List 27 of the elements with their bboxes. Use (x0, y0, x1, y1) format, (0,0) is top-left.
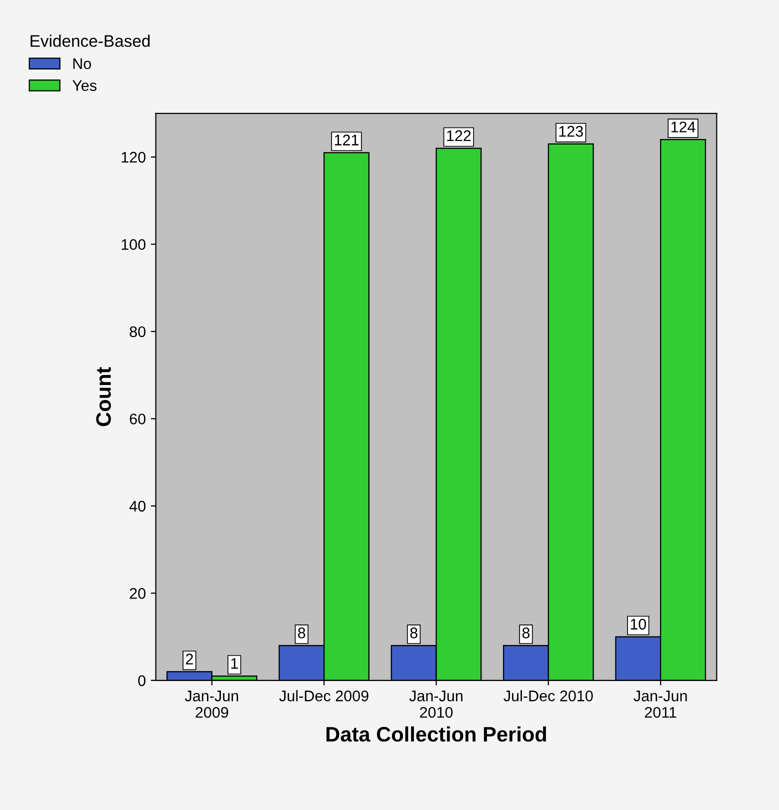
legend-label: Yes (72, 80, 96, 91)
x-tick-label: Jan-Jun 2010 (409, 690, 462, 718)
data-label: 2 (186, 654, 193, 664)
data-label: 10 (630, 618, 646, 630)
x-tick-label: Jan-Jun 2009 (184, 690, 238, 718)
y-tick-label: 40 (129, 500, 146, 512)
data-label: 124 (671, 122, 696, 132)
x-tick-label: Jan-Jun 2011 (634, 690, 687, 718)
data-label: 122 (447, 130, 471, 141)
legend-label: No (73, 58, 91, 70)
y-tick-label: 20 (130, 588, 146, 599)
y-tick-label: 0 (138, 675, 146, 686)
data-label: 1 (231, 658, 238, 669)
legend-title: Evidence-Based (30, 34, 150, 47)
data-label: 8 (410, 628, 418, 638)
x-tick-label: Jul-Dec 2010 (504, 690, 593, 702)
data-label: 8 (522, 628, 530, 638)
data-label: 121 (334, 134, 358, 146)
y-tick-label: 60 (130, 414, 146, 424)
data-label: 8 (298, 628, 306, 638)
y-tick-label: 80 (130, 326, 146, 338)
y-axis-title: Count (96, 367, 111, 426)
y-tick-label: 120 (122, 152, 146, 163)
data-label: 123 (559, 126, 583, 137)
x-tick-label: Jul-Dec 2009 (279, 690, 368, 702)
y-tick-label: 100 (122, 239, 146, 250)
x-axis-title: Data Collection Period (326, 726, 546, 742)
